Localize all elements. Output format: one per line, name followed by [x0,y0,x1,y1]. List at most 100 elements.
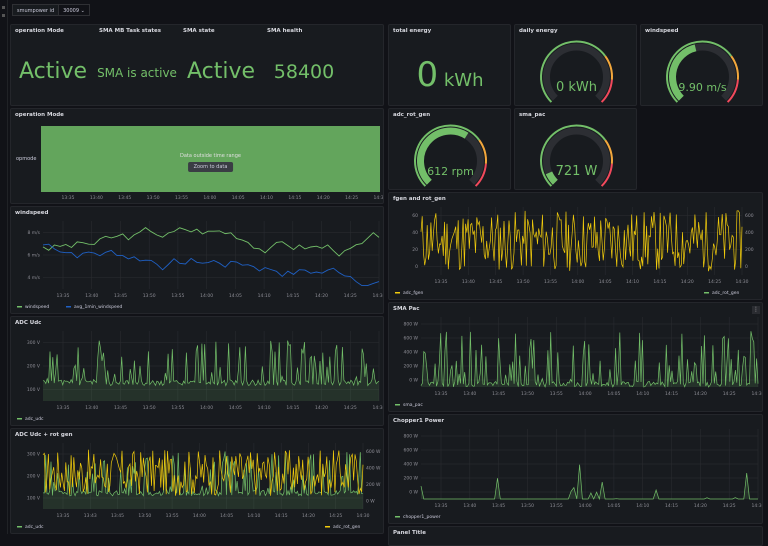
x-tick-label: 13:35 [435,391,448,397]
gauge-track [543,127,610,185]
x-tick-label: 14:15 [665,391,678,397]
total-energy-title: total energy [393,28,432,34]
x-tick-label: 14:15 [286,405,299,411]
legend-swatch [395,292,400,294]
x-tick-label: 14:25 [344,405,357,411]
x-tick-label: 13:45 [492,391,505,397]
bottom-panel: Panel Title [388,526,763,546]
y-tick-label: 300 V [27,340,41,346]
y-right-tick-label: 0 W [366,498,375,504]
gauge-sma-pac: 721 W [540,124,613,187]
x-tick-label: 13:45 [118,195,131,201]
opmode-timeline-panel: operation Mode opmode Data outside time … [10,108,384,204]
x-tick-label: 14:15 [275,513,288,519]
chart-title: fgen and rot_gen [393,196,446,202]
series-area [421,331,758,387]
legend-label: sma_pac [403,403,423,408]
gauge-threshold-red [474,163,487,187]
x-tick-label: 14:25 [708,279,721,285]
x-tick-label: 14:10 [258,293,271,299]
x-tick-label: 14:25 [344,293,357,299]
windspeed-chart-panel: windspeed 8 m/s 6 m/s 4 m/s 13:35 13:40 13:45… [10,206,384,314]
gauge-title: sma_pac [519,112,546,118]
y-right-tick-label: 600 [745,213,754,219]
x-tick-label: 13:35 [57,513,70,519]
x-tick-label: 14:20 [681,279,694,285]
zoom-to-data-button[interactable]: Zoom to data [187,162,234,172]
x-tick-label: 13:55 [544,279,557,285]
y-tick-label: 400 W [404,350,419,356]
fgen-chart-panel: fgen and rot_gen 60 40 20 0 600 400 200 0 13:35 1… [388,192,763,300]
x-tick-label: 14:20 [317,195,330,201]
x-tick-label: 14:15 [286,293,299,299]
x-tick-label: 14:05 [229,405,242,411]
x-tick-label: 14:00 [200,293,213,299]
series-line [420,464,758,501]
x-tick-label: 13:50 [138,513,151,519]
x-tick-label: 14:05 [229,293,242,299]
y-tick-label: 800 W [404,322,419,328]
gauge-value: 0 kWh [556,80,597,95]
x-tick-label: 13:55 [550,503,563,509]
adc-udc-chart-panel: ADC Udc 300 V 200 V 100 V 13:35 13:40 13:45 13… [10,316,384,426]
x-tick-label: 14:30 [373,293,384,299]
x-tick-label: 13:45 [489,279,502,285]
x-tick-label: 14:05 [220,513,233,519]
opmode-x-axis: 13:35 13:40 13:45 13:50 13:55 14:00 14:05 14:10… [62,195,383,201]
chart-title: SMA Pac [393,306,420,312]
x-tick-label: 13:40 [462,279,475,285]
gauge-fill [545,171,558,185]
gauge-title: windspeed [645,28,679,34]
legend-swatch [17,306,22,308]
y-right-tick-label: 0 [745,264,748,270]
x-tick-label: 13:40 [463,503,476,509]
gauge-threshold-red [600,79,613,103]
gauge-value: 9.90 m/s [678,81,726,94]
x-tick-label: 13:55 [171,405,184,411]
x-tick-label: 14:25 [345,195,358,201]
state-panel: operation Mode SMA MB Task states SMA st… [10,24,384,106]
gauge-fill [669,44,697,101]
x-tick-label: 14:10 [626,279,639,285]
menu-icon[interactable]: ⋮ [752,306,760,314]
gauge-adc-rot-gen: 612 rpm [414,124,487,187]
x-tick-label: 13:40 [463,391,476,397]
y-tick-label: 100 V [27,387,41,393]
gauge-fill [417,127,469,185]
opmode-title: operation Mode [15,112,64,118]
state-title-3: SMA health [267,28,303,34]
x-tick-label: 14:30 [373,405,384,411]
gauge-title: adc_rot_gen [393,112,431,118]
legend-label: chopper1_power [403,514,441,520]
sma-state-value: Active [186,59,256,84]
x-tick-label: 13:45 [492,503,505,509]
variable-value[interactable]: 30009 ⌄ [58,4,90,16]
y-tick-label: 100 V [27,496,41,502]
y-tick-label: 300 V [27,452,41,458]
series-line [42,243,380,287]
gauge-daily-energy: 0 kWh [540,40,613,103]
y-right-tick-label: 600 W [366,449,381,455]
y-tick-label: 200 W [404,476,419,482]
adc-udc-chart: 300 V 200 V 100 V 13:35 13:40 13:45 13:50 13:55… [17,331,384,422]
gauge-threshold-red [726,79,739,103]
variable-selector[interactable]: smumpower id 30009 ⌄ [12,4,90,16]
series-line [42,451,363,497]
series-line [42,449,364,496]
y-right-tick-label: 200 [745,247,754,253]
y-tick-label: 0 W [409,378,418,384]
y-right-tick-label: 200 W [366,482,381,488]
gauge-threshold-green [540,124,607,187]
x-tick-label: 13:45 [114,293,127,299]
sma-task-state-value: SMA is active [97,66,177,80]
gauge-threshold-green [414,124,481,187]
legend-label: windspeed [25,304,49,310]
legend-swatch [325,526,330,528]
x-tick-label: 14:20 [694,503,707,509]
y-right-tick-label: 400 W [366,465,381,471]
series-line [42,340,380,387]
y-tick-label: 4 m/s [27,275,40,281]
series-area [421,464,758,499]
y-tick-label: 200 W [404,364,419,370]
